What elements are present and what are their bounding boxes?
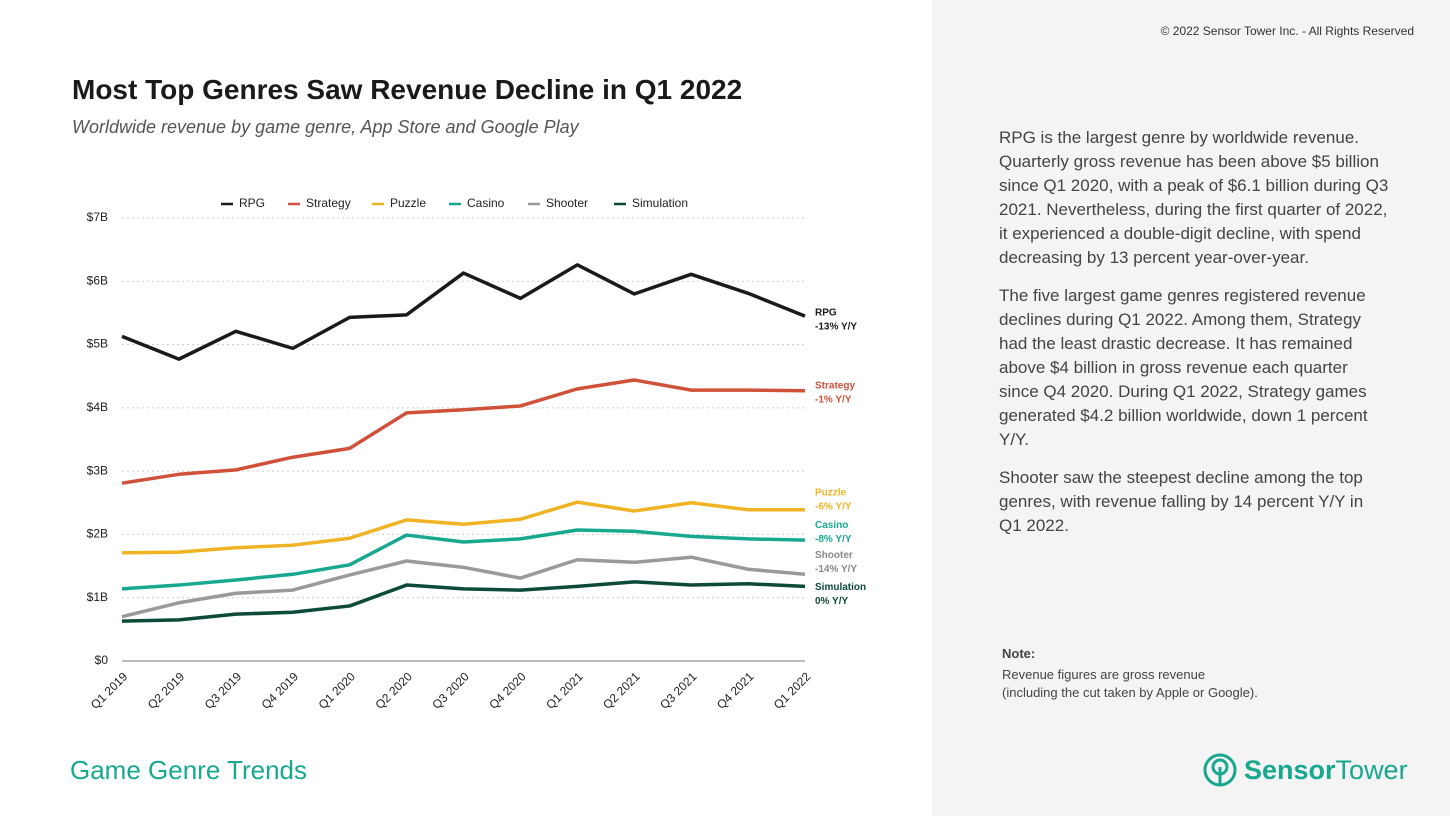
footer: Game Genre Trends — [70, 755, 307, 785]
body-text: RPG is the largest genre by worldwide re… — [999, 126, 1389, 552]
series-line — [121, 378, 806, 485]
copyright: © 2022 Sensor Tower Inc. - All Rights Re… — [1160, 24, 1414, 38]
series-line — [121, 263, 806, 361]
end-label-change: -6% Y/Y — [815, 501, 852, 512]
series-line — [121, 500, 805, 555]
logo-text: Sensor — [1244, 754, 1336, 785]
end-label-change: 0% Y/Y — [815, 596, 848, 607]
x-tick-label: Q3 2021 — [657, 669, 700, 712]
chart-title: Most Top Genres Saw Revenue Decline in Q… — [72, 74, 743, 105]
paragraph: Shooter saw the steepest decline among t… — [999, 468, 1364, 535]
end-label-name: Casino — [815, 520, 848, 531]
y-tick-label: $2B — [87, 527, 108, 541]
logo-icon — [1203, 753, 1237, 787]
note-line: Revenue figures are gross revenue — [1002, 667, 1206, 682]
x-tick-label: Q2 2020 — [372, 669, 415, 712]
paragraph: RPG is the largest genre by worldwide re… — [999, 128, 1389, 267]
logo: Sensor Tower — [1202, 752, 1408, 788]
end-label-change: -8% Y/Y — [815, 534, 852, 545]
x-tick-label: Q1 2022 — [771, 669, 814, 712]
end-label-change: -14% Y/Y — [815, 564, 857, 575]
x-tick-label: Q1 2020 — [316, 669, 359, 712]
end-label-name: Simulation — [815, 582, 866, 593]
chart-subtitle: Worldwide revenue by game genre, App Sto… — [72, 117, 579, 137]
series-line — [121, 580, 806, 623]
legend-label: Casino — [467, 196, 505, 210]
end-label-name: Shooter — [815, 550, 853, 561]
end-label-name: Strategy — [815, 380, 855, 391]
x-tick-label: Q1 2019 — [88, 669, 131, 712]
y-tick-label: $7B — [87, 210, 108, 224]
x-tick-label: Q4 2020 — [486, 669, 529, 712]
x-tick-label: Q3 2020 — [429, 669, 472, 712]
x-tick-label: Q1 2021 — [543, 669, 586, 712]
end-label-change: -13% Y/Y — [815, 322, 857, 333]
note: Revenue figures are gross revenue (inclu… — [1002, 666, 1258, 702]
x-tick-label: Q2 2019 — [145, 669, 188, 712]
y-tick-label: $0 — [95, 653, 109, 667]
legend-label: RPG — [239, 196, 265, 210]
end-label-name: Puzzle — [815, 487, 847, 498]
end-label-name: RPG — [815, 308, 837, 319]
y-tick-label: $6B — [87, 273, 108, 287]
legend-label: Shooter — [546, 196, 588, 210]
x-tick-label: Q3 2019 — [202, 669, 245, 712]
series-line — [121, 528, 806, 591]
series-line — [121, 555, 806, 619]
end-label-change: -1% Y/Y — [815, 394, 852, 405]
x-tick-label: Q4 2019 — [259, 669, 302, 712]
paragraph: The five largest game genres registered … — [999, 286, 1368, 449]
legend-label: Puzzle — [390, 196, 426, 210]
x-tick-label: Q4 2021 — [714, 669, 757, 712]
y-tick-label: $1B — [87, 590, 108, 604]
side-panel — [932, 0, 1450, 816]
legend-label: Strategy — [306, 196, 351, 210]
logo-text: Tower — [1335, 754, 1408, 785]
y-tick-label: $3B — [87, 463, 108, 477]
note-title: Note: — [1002, 646, 1036, 661]
chart: $0 $1B $2B $3B $4B $5B $6B $7B Q1 2019 Q2 2019 Q3 … — [87, 196, 866, 712]
legend-label: Simulation — [632, 196, 688, 210]
x-tick-label: Q2 2021 — [600, 669, 643, 712]
y-tick-label: $4B — [87, 400, 108, 414]
note-line: (including the cut taken by Apple or Goo… — [1002, 685, 1258, 700]
y-tick-label: $5B — [87, 337, 108, 351]
